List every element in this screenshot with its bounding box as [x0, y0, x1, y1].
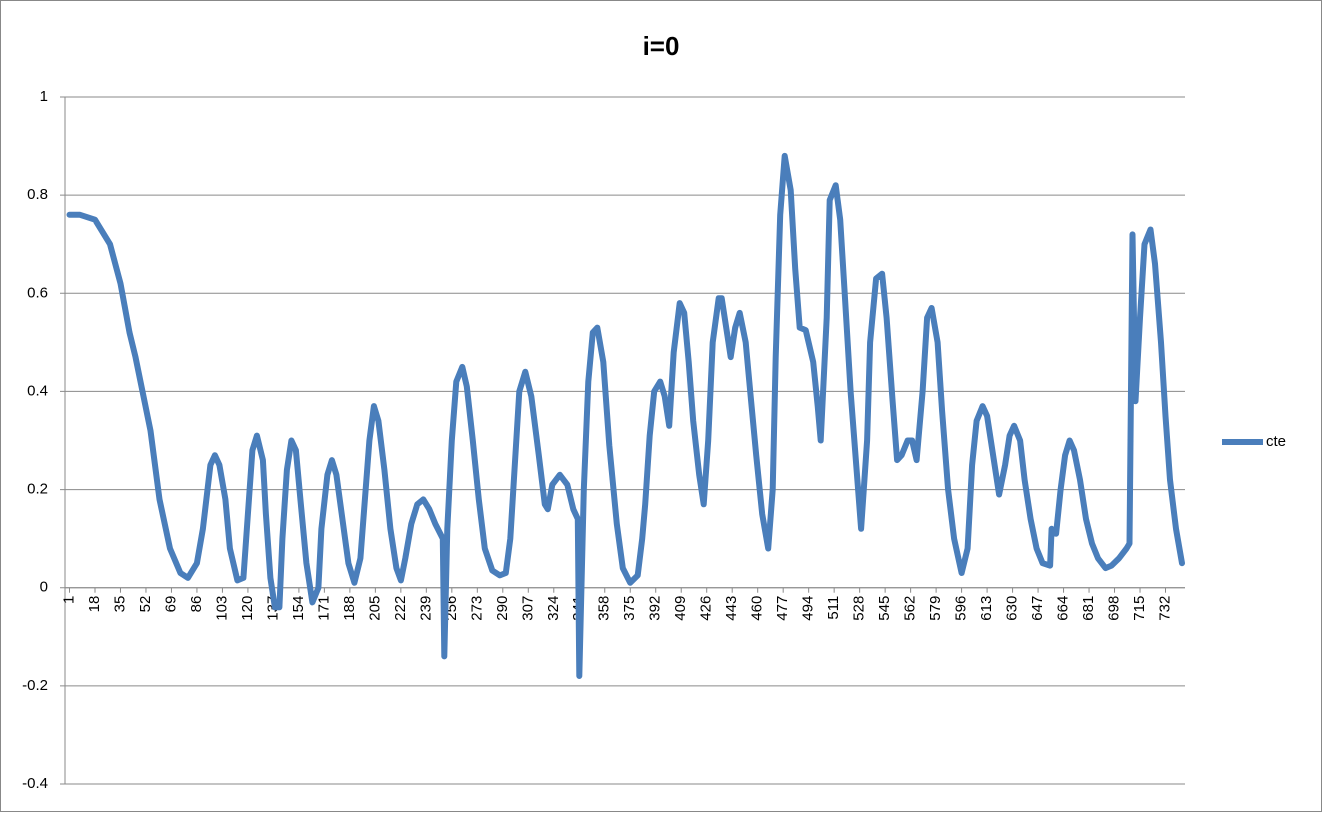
y-tick-label: 0.2 — [27, 481, 48, 498]
y-tick-label: 0.8 — [27, 186, 48, 203]
y-tick-label: 0.6 — [27, 284, 48, 301]
x-tick-label: 273 — [468, 596, 485, 621]
x-tick-label: 188 — [341, 596, 358, 621]
y-tick-label: -0.2 — [22, 677, 48, 694]
y-tick-label: 0 — [40, 579, 48, 596]
x-tick-label: 715 — [1131, 596, 1148, 621]
x-tick-label: 392 — [647, 596, 664, 621]
x-tick-label: 562 — [902, 596, 919, 621]
x-tick-label: 443 — [723, 596, 740, 621]
y-tick-label: 1 — [40, 88, 48, 105]
x-tick-label: 596 — [953, 596, 970, 621]
x-tick-label: 324 — [545, 596, 562, 621]
x-tick-label: 630 — [1004, 596, 1021, 621]
y-tick-label: 0.4 — [27, 382, 48, 399]
x-tick-label: 477 — [774, 596, 791, 621]
x-tick-label: 409 — [672, 596, 689, 621]
x-tick-label: 375 — [621, 596, 638, 621]
x-tick-label: 171 — [315, 596, 332, 621]
x-tick-label: 647 — [1029, 596, 1046, 621]
x-tick-label: 494 — [800, 596, 817, 621]
x-tick-label: 18 — [86, 596, 103, 613]
x-tick-label: 120 — [239, 596, 256, 621]
x-tick-label: 35 — [111, 596, 128, 613]
x-tick-label: 222 — [392, 596, 409, 621]
x-tick-label: 239 — [417, 596, 434, 621]
y-tick-label: -0.4 — [22, 775, 48, 792]
x-tick-label: 1 — [60, 596, 77, 604]
x-tick-label: 307 — [519, 596, 536, 621]
x-tick-label: 528 — [851, 596, 868, 621]
x-tick-label: 511 — [825, 596, 842, 620]
x-tick-label: 86 — [188, 596, 205, 613]
x-tick-label: 545 — [876, 596, 893, 621]
x-tick-label: 681 — [1080, 596, 1097, 621]
x-tick-label: 358 — [596, 596, 613, 621]
x-tick-label: 154 — [290, 596, 307, 621]
x-tick-label: 69 — [162, 596, 179, 613]
x-tick-label: 426 — [698, 596, 715, 621]
data-line — [66, 152, 1185, 679]
x-tick-label: 664 — [1055, 596, 1072, 621]
x-tick-label: 290 — [494, 596, 511, 621]
x-tick-label: 205 — [366, 596, 383, 621]
x-tick-label: 732 — [1156, 596, 1173, 621]
x-tick-label: 579 — [927, 596, 944, 621]
x-tick-label: 52 — [137, 596, 154, 613]
x-tick-label: 103 — [213, 596, 230, 621]
x-tick-label: 460 — [749, 596, 766, 621]
x-tick-label: 613 — [978, 596, 995, 621]
legend-label: cte — [1266, 433, 1286, 450]
chart-title: i=0 — [643, 31, 680, 61]
x-tick-label: 698 — [1106, 596, 1123, 621]
